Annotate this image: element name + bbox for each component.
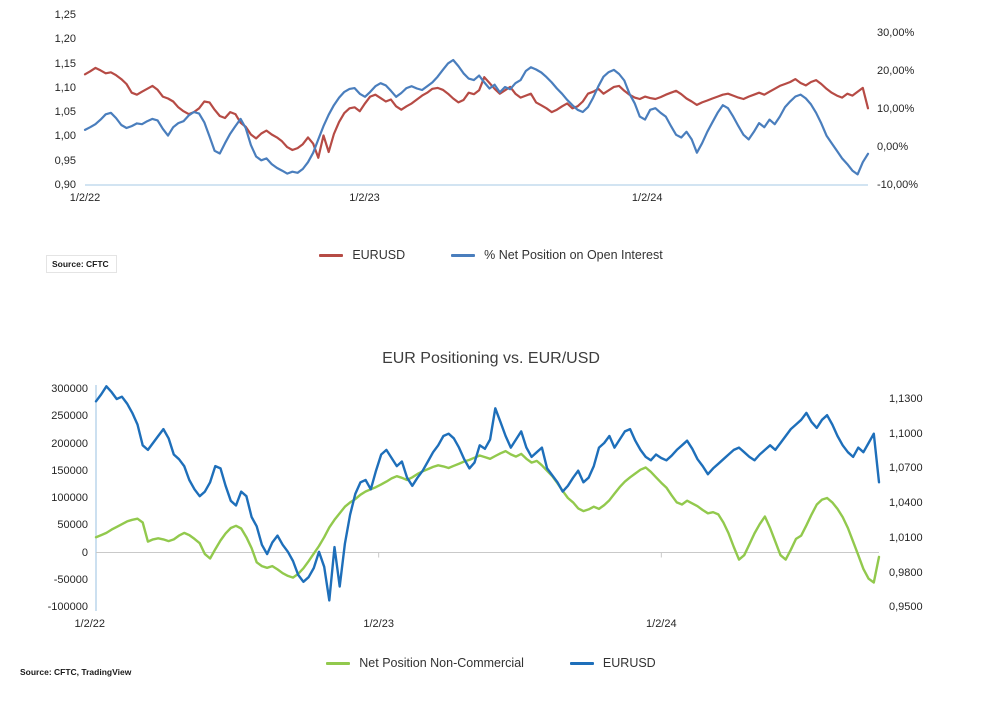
top-left-axis-tick-label: 1,15 (54, 57, 76, 70)
eurusd-bottom-line-swatch (569, 661, 594, 665)
bottom-left-axis-tick-label: 300000 (51, 383, 88, 395)
top-left-axis-tick-label: 0,90 (54, 179, 76, 191)
bottom-right-axis-tick-label: 1,0400 (889, 497, 923, 510)
legend-item-net-position-noncommercial: Net Position Non-Commercial (326, 656, 524, 670)
bottom-x-axis-tick-label: 1/2/24 (646, 618, 677, 630)
legend-label: % Net Position on Open Interest (484, 248, 663, 262)
bottom-left-axis-tick-label: -50000 (53, 573, 88, 586)
top-left-axis-tick-label: 1,05 (54, 106, 76, 119)
bottom-left-axis-tick-label: 0 (81, 546, 88, 559)
top-right-axis-tick-label: 10,00% (877, 103, 915, 115)
top-left-axis-tick-label: 1,10 (54, 81, 76, 94)
top-right-axis-tick-label: 30,00% (877, 27, 915, 39)
legend-label: EURUSD (602, 656, 656, 670)
bottom-left-axis-tick-label: 200000 (51, 437, 88, 450)
bottom-x-axis-tick-label: 1/2/23 (363, 618, 394, 630)
legend-label: EURUSD (352, 248, 406, 262)
top-left-axis-tick-label: 0,95 (54, 154, 76, 167)
top-right-axis-tick-label: 20,00% (877, 65, 915, 77)
bottom-left-axis-tick-label: -100000 (47, 601, 88, 613)
top-left-axis-tick-label: 1,25 (54, 9, 76, 21)
bottom-right-axis-tick-label: 1,0700 (889, 462, 923, 475)
bottom-right-axis-tick-label: 0,9800 (889, 566, 923, 579)
top-left-axis-tick-label: 1,20 (54, 33, 76, 46)
bottom-right-axis-tick-label: 0,9500 (889, 601, 923, 614)
source-note-bottom: Source: CFTC, TradingView (20, 667, 132, 677)
bottom-x-axis-tick-label: 1/2/22 (74, 618, 106, 630)
bottom-eurusd-line (94, 385, 881, 602)
bottom-left-axis-tick-label: 250000 (51, 410, 88, 423)
bottom-chart-legend: Net Position Non-Commercial EURUSD (0, 656, 982, 670)
top--net-position-on-open-interest-line (83, 58, 870, 176)
bottom-left-axis-tick-label: 50000 (57, 519, 88, 532)
legend-item-eurusd-bottom: EURUSD (569, 656, 656, 670)
top-x-axis-tick-label: 1/2/24 (631, 192, 663, 204)
top-eurusd-line (83, 66, 870, 159)
top-left-axis-tick-label: 1,00 (54, 130, 76, 143)
top-x-axis-tick-label: 1/2/23 (349, 192, 380, 204)
eurusd-line-swatch (319, 253, 344, 257)
bottom-right-axis-tick-label: 1,1300 (889, 393, 923, 405)
legend-label: Net Position Non-Commercial (359, 656, 524, 670)
top-chart-legend: EURUSD % Net Position on Open Interest (0, 248, 982, 262)
bottom-left-axis-tick-label: 150000 (51, 464, 88, 477)
legend-item-eurusd: EURUSD (319, 248, 405, 262)
bottom-chart-title: EUR Positioning vs. EUR/USD (382, 350, 600, 367)
bottom-right-axis-tick-label: 1,1000 (889, 427, 923, 440)
net-position-oi-line-swatch (451, 253, 476, 257)
bottom-net-position-non-commercial-line (94, 449, 881, 584)
net-position-line-swatch (326, 661, 351, 665)
top-right-axis-tick-label: 0,00% (877, 141, 909, 153)
bottom-right-axis-tick-label: 1,0100 (889, 531, 923, 544)
top-right-axis-tick-label: -10,00% (877, 179, 918, 191)
top-x-axis-tick-label: 1/2/22 (69, 192, 101, 204)
bottom-left-axis-tick-label: 100000 (51, 492, 88, 504)
legend-item-net-position-oi: % Net Position on Open Interest (451, 248, 663, 262)
source-note-top: Source: CFTC (46, 255, 117, 273)
